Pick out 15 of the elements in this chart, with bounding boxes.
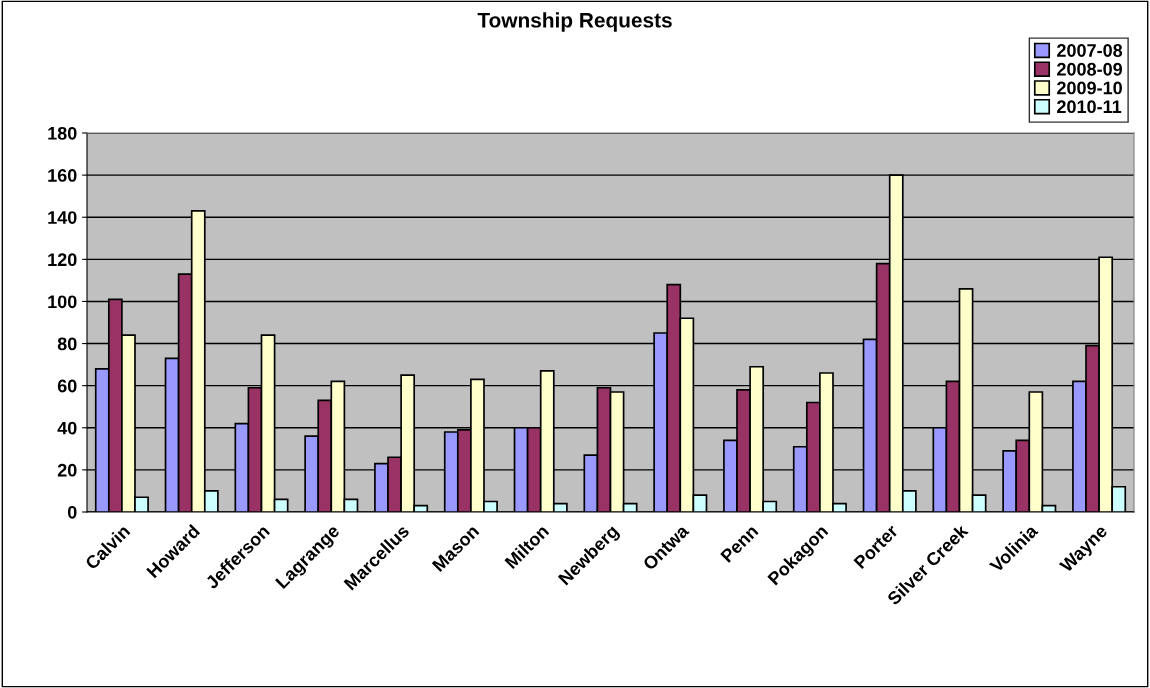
y-tick-label: 40 — [57, 421, 77, 435]
y-tick-label: 0 — [67, 505, 77, 519]
y-tick-label: 180 — [48, 126, 77, 140]
y-tick-label: 20 — [57, 463, 77, 477]
y-tick-label: 80 — [57, 337, 77, 351]
y-tick-label: 160 — [48, 169, 77, 182]
legend-label: 2010-11 — [1057, 100, 1122, 114]
y-tick-label: 100 — [48, 295, 77, 309]
legend-label: 2009-10 — [1057, 81, 1122, 95]
chart-title: Township Requests — [477, 12, 672, 32]
legend-label: 2008-09 — [1057, 62, 1123, 76]
y-tick-label: 140 — [48, 211, 77, 224]
y-tick-label: 120 — [48, 253, 77, 267]
y-tick-label: 60 — [57, 379, 77, 393]
legend-label: 2007-08 — [1057, 44, 1123, 57]
